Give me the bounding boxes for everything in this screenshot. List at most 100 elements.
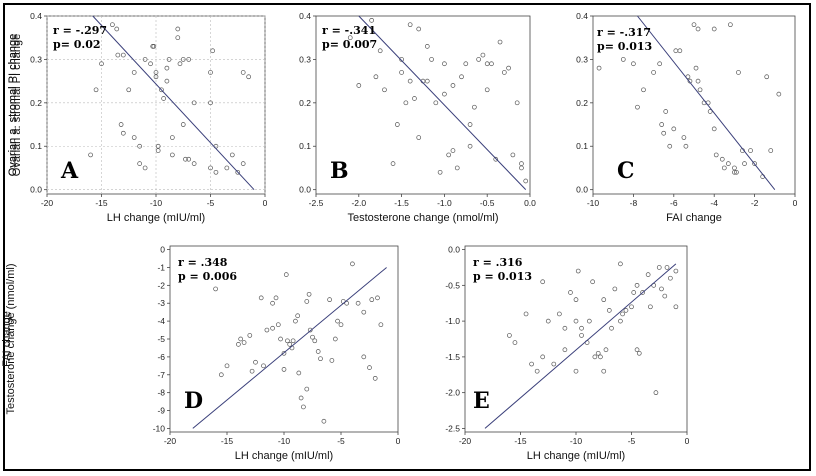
data-point [719, 156, 725, 162]
data-point [191, 161, 197, 166]
y-tick-label: 0.0 [576, 185, 588, 195]
data-point [640, 290, 645, 295]
y-tick-label: 0.0 [30, 185, 42, 195]
x-tick-label: -10 [150, 198, 163, 208]
stat-label: r = -.297 [53, 24, 107, 37]
data-point [634, 282, 640, 288]
data-point [695, 26, 701, 32]
regression-line [637, 15, 776, 190]
data-point [734, 169, 739, 175]
data-point [540, 279, 546, 285]
stat-label: r = -.341 [322, 24, 376, 37]
data-point [253, 359, 258, 365]
y-tick-label: 0 [160, 245, 165, 255]
data-point [732, 169, 737, 175]
data-point [606, 308, 612, 313]
data-point [301, 404, 306, 410]
data-point [656, 265, 662, 270]
data-point [159, 87, 164, 93]
data-point [350, 261, 355, 267]
y-axis-label: Ovarian a. stromal PI change [7, 34, 19, 176]
data-point [246, 74, 251, 80]
x-tick-label: -1.0 [437, 198, 452, 208]
data-point [155, 148, 161, 153]
data-point [645, 272, 651, 277]
data-point [721, 165, 727, 171]
x-tick-label: -5 [337, 436, 345, 446]
y-tick-label: -3 [157, 298, 165, 308]
y-tick-label: -6 [157, 352, 165, 362]
data-point [281, 350, 287, 356]
data-point [493, 156, 499, 162]
x-tick-label: -0.5 [480, 198, 495, 208]
stat-label: p = 0.006 [178, 270, 237, 283]
x-tick-label: -15 [221, 436, 234, 446]
panel-A: -20 -15 -10 -5 0 0.0 0.1 0.2 0.3 0.4 LH change (mI… [7, 11, 268, 224]
y-tick-label: 0.2 [299, 98, 311, 108]
y-tick-label: -8 [157, 388, 165, 398]
data-point [240, 161, 246, 166]
data-point [290, 338, 296, 344]
data-point [306, 291, 312, 297]
data-point [573, 368, 579, 374]
stat-label: r = .348 [178, 256, 228, 269]
data-point [695, 78, 701, 84]
data-point [247, 333, 253, 338]
data-point [623, 308, 629, 313]
data-point [278, 336, 283, 342]
y-tick-label: 0.3 [30, 54, 42, 64]
panel-letter: E [473, 388, 490, 414]
data-point [238, 336, 244, 342]
x-tick-label: -10 [587, 198, 600, 208]
data-point [454, 165, 460, 171]
data-point [356, 83, 362, 88]
data-point [287, 342, 293, 347]
x-tick-label: -4 [710, 198, 718, 208]
data-point [258, 295, 264, 301]
data-point [659, 122, 665, 127]
panel-letter: B [330, 158, 349, 184]
data-point [191, 100, 197, 106]
x-tick-label: -10 [570, 436, 583, 446]
data-point [148, 61, 153, 67]
stat-label: r = .316 [473, 256, 523, 269]
data-point [367, 365, 372, 370]
data-point [298, 395, 304, 401]
x-axis-label: FAI change [666, 212, 722, 224]
data-point [110, 22, 115, 28]
data-point [579, 325, 584, 331]
data-point [476, 57, 481, 62]
data-point [114, 26, 120, 32]
data-point [264, 327, 270, 333]
data-point [776, 91, 782, 97]
regression-line [192, 267, 387, 429]
y-tick-label: -1.5 [445, 352, 460, 362]
stat-label: p = 0.013 [473, 270, 532, 283]
data-point [338, 322, 344, 328]
data-point [375, 295, 380, 301]
y-tick-label: -7 [157, 370, 165, 380]
data-point [361, 309, 367, 315]
data-point [667, 275, 673, 281]
data-point [467, 122, 473, 127]
data-point [673, 304, 679, 310]
data-point [296, 370, 302, 376]
y-tick-label: 0.3 [576, 54, 588, 64]
x-tick-label: 0 [685, 436, 690, 446]
data-point [545, 318, 551, 324]
data-point [295, 313, 301, 319]
data-point [661, 130, 667, 136]
x-axis-label: LH change (mIU/ml) [527, 450, 625, 462]
data-point [372, 375, 378, 381]
x-tick-label: -1.5 [394, 198, 409, 208]
data-point [529, 361, 534, 367]
data-point [332, 336, 338, 342]
y-tick-label: 0.4 [30, 11, 42, 21]
data-point [273, 295, 279, 301]
data-point [399, 57, 404, 62]
data-point [463, 61, 469, 67]
data-point [446, 152, 452, 158]
x-axis-label: LH change (mIU/ml) [107, 212, 205, 224]
data-point [768, 148, 774, 153]
data-point [653, 390, 659, 396]
